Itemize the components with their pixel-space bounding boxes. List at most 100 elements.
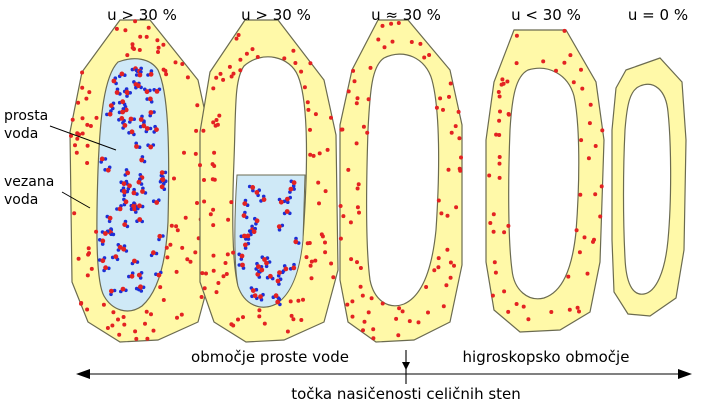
bound-water-dot [380,23,385,28]
bound-water-dot [371,336,376,341]
bound-water-dot [211,86,216,91]
water-molecule [109,288,117,297]
bound-water-dot [188,259,193,264]
bound-water-dot [134,336,139,341]
bound-water-dot [588,102,593,107]
bound-water-dot [308,152,313,157]
water-molecule [159,170,168,178]
water-molecule [117,71,127,79]
bound-water-dot [244,51,249,56]
bound-water-dot [193,250,198,255]
bound-water-dot [349,257,354,262]
bound-water-dot [350,314,355,319]
bound-water-dot [308,61,313,66]
bound-water-dot [138,34,143,39]
bound-water-dot [161,42,166,47]
water-molecule [260,255,270,262]
water-molecule [265,273,275,281]
water-molecule [124,87,132,95]
water-molecule [253,216,260,226]
water-molecule [134,141,142,149]
bound-water-dot [155,38,160,43]
bound-water-dot [434,105,439,110]
bound-water-dot [165,255,170,260]
free-water-label-line2: voda [4,126,38,142]
bound-water-dot [397,306,402,311]
bound-water-dot [308,263,313,268]
cell-1 [69,19,213,343]
bound-water-dot [441,304,446,309]
water-molecule [152,87,162,94]
water-molecule [277,197,287,205]
water-molecule [249,226,257,235]
bound-water-dot [396,333,401,338]
bound-water-dot [182,150,186,155]
cell-1-moisture-label: u > 30 % [107,6,177,24]
bound-water-dot [211,223,216,228]
bound-water-dot [214,118,219,122]
axis-arrow-right [678,369,692,379]
bound-water-dot [490,293,495,298]
bound-water-dot [74,150,79,155]
bound-water-dot [491,212,496,217]
water-molecule [105,214,113,224]
bound-water-dot [285,329,290,334]
bound-water-dot [438,96,443,101]
bound-water-dot [313,258,318,263]
bound-water-dot [89,266,94,271]
water-molecule [123,168,131,177]
bound-water-dot [221,77,226,82]
bound-water-dot [257,308,262,313]
water-molecule [117,99,127,107]
bound-water-dot [307,241,312,245]
bound-water-dot [355,260,359,265]
bound-water-dot [418,41,423,46]
bound-water-dot [87,251,91,256]
bound-water-dot [289,313,294,318]
bound-water-dot [210,177,215,182]
water-molecule [127,271,135,279]
water-molecule [136,177,144,186]
water-molecule [151,198,161,205]
bound-water-dot [180,245,185,250]
bound-water-dot [361,328,365,333]
bound-water-dot [85,122,90,127]
bound-water-dot [497,161,502,166]
bound-water-dot [585,271,590,276]
bound-water-dot [562,60,567,65]
water-molecule [242,198,250,207]
bound-water-dot [514,33,519,38]
bound-water-dot [234,36,239,41]
water-molecule [158,177,168,184]
bound-water-dot [575,305,580,310]
bound-water-dot [149,312,153,317]
bound-water-dot [151,328,156,333]
bound-water-leader [61,191,91,209]
water-molecule [128,116,136,124]
bound-water-dot [216,281,221,285]
cell-5-moisture-label: u = 0 % [628,6,688,24]
water-molecule [146,143,156,150]
bound-water-dot [329,115,333,120]
bound-water-dot [514,61,519,66]
bound-water-dot [262,321,267,326]
water-molecule [134,70,143,78]
water-molecule [130,258,140,266]
bound-water-dot [101,302,106,307]
bound-water-dot [199,295,204,299]
bound-water-label-line2: voda [4,192,38,208]
bound-water-dot [116,317,120,322]
water-molecule [111,76,118,86]
bound-water-dot [75,136,80,141]
bound-water-dot [599,184,604,189]
water-molecule [258,292,265,302]
bound-water-dot [457,136,462,141]
bound-water-dot [498,109,502,114]
water-molecule [135,217,144,224]
water-molecule [103,165,112,173]
bound-water-dot [185,75,190,80]
cell-2-moisture-label: u > 30 % [241,6,311,24]
bound-water-dot [376,37,381,42]
cell-4 [485,28,605,333]
water-molecule [154,270,163,278]
